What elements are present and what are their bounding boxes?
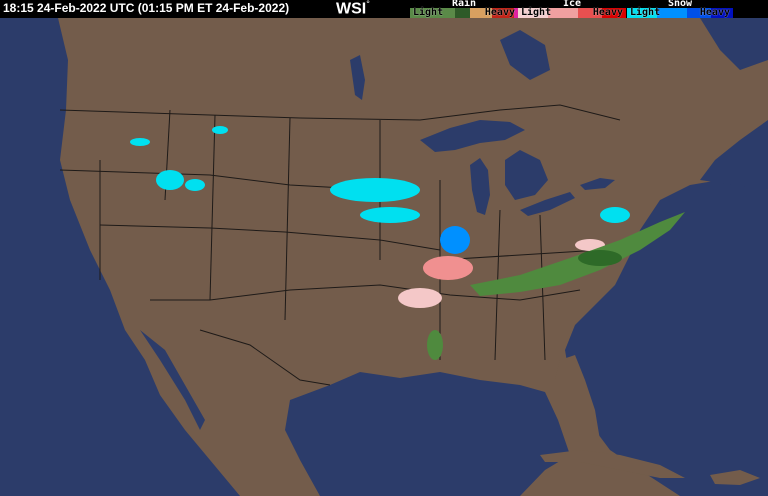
state-border bbox=[284, 117, 291, 321]
snow-northeast bbox=[600, 207, 630, 223]
snow-plains bbox=[330, 178, 420, 202]
timestamp: 18:15 24-Feb-2022 UTC (01:15 PM ET 24-Fe… bbox=[3, 1, 290, 15]
legend-ice-light: Light bbox=[521, 7, 552, 18]
lake-michigan bbox=[470, 158, 490, 215]
us-mexico-border bbox=[199, 329, 331, 386]
ice-virginia bbox=[575, 239, 605, 251]
rain-band bbox=[470, 212, 685, 296]
wsi-logo: WSI° bbox=[336, 0, 370, 17]
state-border bbox=[439, 249, 601, 261]
legend-rain-light: Light bbox=[413, 7, 444, 18]
lake-ontario bbox=[580, 178, 615, 190]
water-bodies bbox=[0, 18, 768, 496]
lake-nipigon bbox=[500, 30, 550, 80]
legend-ice: Light Heavy bbox=[518, 8, 626, 18]
hispaniola bbox=[710, 470, 760, 485]
atlantic-ocean bbox=[565, 180, 768, 496]
caribbean-islands bbox=[540, 355, 760, 485]
snow-idaho bbox=[156, 170, 184, 190]
us-canada-border bbox=[59, 104, 621, 121]
north-atlantic bbox=[700, 120, 768, 190]
snow-washington bbox=[130, 138, 150, 146]
legend-rain: Light Heavy bbox=[410, 8, 518, 18]
legend-snow-light: Light bbox=[630, 7, 661, 18]
legend-rain-title: Rain bbox=[452, 0, 477, 9]
state-border bbox=[209, 114, 216, 301]
snow-midwest bbox=[360, 207, 420, 223]
legend-snow-heavy: Heavy bbox=[699, 7, 730, 18]
legend-ice-title: Ice bbox=[563, 0, 582, 9]
wsi-logo-text: WSI bbox=[336, 0, 367, 18]
map-canvas bbox=[0, 18, 768, 496]
gulf-of-mexico bbox=[285, 372, 570, 496]
ice-missouri bbox=[423, 256, 473, 280]
rain-mississippi bbox=[427, 330, 443, 360]
precipitation bbox=[130, 126, 685, 360]
lake-winnipeg bbox=[350, 55, 365, 100]
legend-snow-title: Snow bbox=[668, 0, 693, 9]
snow-wyoming bbox=[185, 179, 205, 191]
snow-heavy-illinois bbox=[440, 226, 470, 254]
legend-rain-heavy: Heavy bbox=[484, 7, 515, 18]
pacific-ocean bbox=[0, 18, 240, 496]
wsi-logo-mark: ° bbox=[366, 0, 370, 9]
lake-erie bbox=[520, 192, 575, 216]
lake-huron bbox=[505, 150, 548, 200]
state-border bbox=[99, 224, 441, 251]
legend-snow: Light Heavy bbox=[627, 8, 733, 18]
rain-moderate bbox=[578, 250, 622, 266]
header-bar: 18:15 24-Feb-2022 UTC (01:15 PM ET 24-Fe… bbox=[0, 0, 768, 18]
hudson-bay-area bbox=[700, 18, 768, 70]
gulf-of-california bbox=[140, 330, 205, 430]
florida bbox=[555, 355, 600, 445]
state-border bbox=[150, 284, 581, 301]
snow-montana bbox=[212, 126, 228, 134]
cuba bbox=[540, 450, 685, 478]
legend-ice-heavy: Heavy bbox=[592, 7, 623, 18]
ice-arkansas bbox=[398, 288, 442, 308]
lake-superior bbox=[420, 120, 525, 152]
